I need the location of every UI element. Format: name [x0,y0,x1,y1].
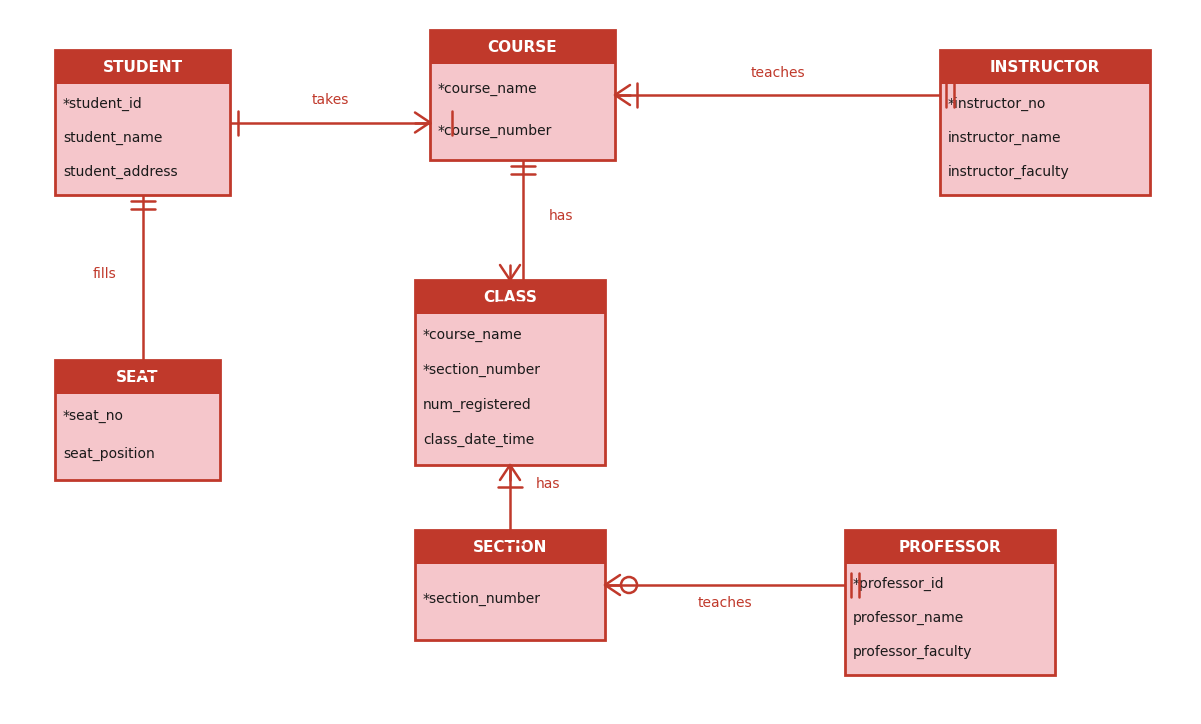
Text: *seat_no: *seat_no [62,410,124,424]
Text: student_address: student_address [62,164,178,179]
Bar [430,64,615,160]
Text: INSTRUCTOR: INSTRUCTOR [990,59,1100,75]
Text: student_name: student_name [62,131,162,145]
Bar [416,564,605,640]
Bar [55,50,231,84]
Bar [846,530,1054,564]
Bar [416,314,605,465]
Text: instructor_name: instructor_name [948,131,1062,145]
Text: seat_position: seat_position [62,447,155,461]
Bar [430,30,615,160]
Text: teaches: teaches [751,66,805,80]
Bar [55,50,231,195]
Bar [416,530,605,564]
Bar [846,530,1054,675]
Text: STUDENT: STUDENT [102,59,183,75]
Text: professor_faculty: professor_faculty [853,644,973,659]
Bar [55,84,231,195]
Text: *student_id: *student_id [62,97,143,111]
Text: *section_number: *section_number [423,363,540,377]
Text: teaches: teaches [698,596,752,610]
Bar [416,530,605,640]
Text: SECTION: SECTION [473,539,548,555]
Bar [55,360,220,394]
Bar [416,280,605,465]
Text: *instructor_no: *instructor_no [948,97,1046,111]
Text: *course_name: *course_name [438,82,538,96]
Text: has: has [548,209,573,223]
Text: *course_name: *course_name [423,328,522,342]
Bar [55,360,220,480]
Text: *professor_id: *professor_id [853,577,945,592]
Text: num_registered: num_registered [423,398,532,413]
Text: takes: takes [311,93,348,107]
Bar [416,280,605,314]
Text: *course_number: *course_number [438,124,552,138]
Text: class_date_time: class_date_time [423,434,534,447]
Text: fills: fills [92,266,116,280]
Text: CLASS: CLASS [483,290,537,305]
Text: instructor_faculty: instructor_faculty [948,164,1070,179]
Bar [940,50,1151,84]
Bar [940,50,1151,195]
Bar [430,30,615,64]
Text: has: has [536,476,560,490]
Bar [846,564,1054,675]
Text: *section_number: *section_number [423,592,540,606]
Bar [55,394,220,480]
Bar [940,84,1151,195]
Text: professor_name: professor_name [853,611,964,625]
Text: PROFESSOR: PROFESSOR [898,539,1002,555]
Text: COURSE: COURSE [488,40,557,54]
Text: SEAT: SEAT [116,369,159,384]
